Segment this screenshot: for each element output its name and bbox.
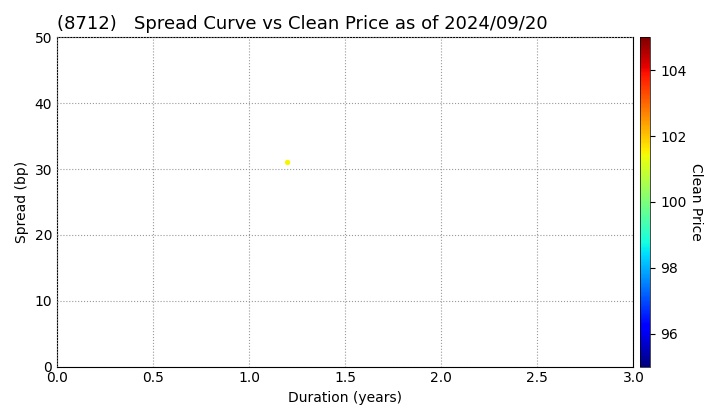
Y-axis label: Clean Price: Clean Price [689, 163, 703, 241]
Text: (8712)   Spread Curve vs Clean Price as of 2024/09/20: (8712) Spread Curve vs Clean Price as of… [57, 15, 548, 33]
X-axis label: Duration (years): Duration (years) [288, 391, 402, 405]
Y-axis label: Spread (bp): Spread (bp) [15, 161, 29, 243]
Point [282, 159, 293, 166]
